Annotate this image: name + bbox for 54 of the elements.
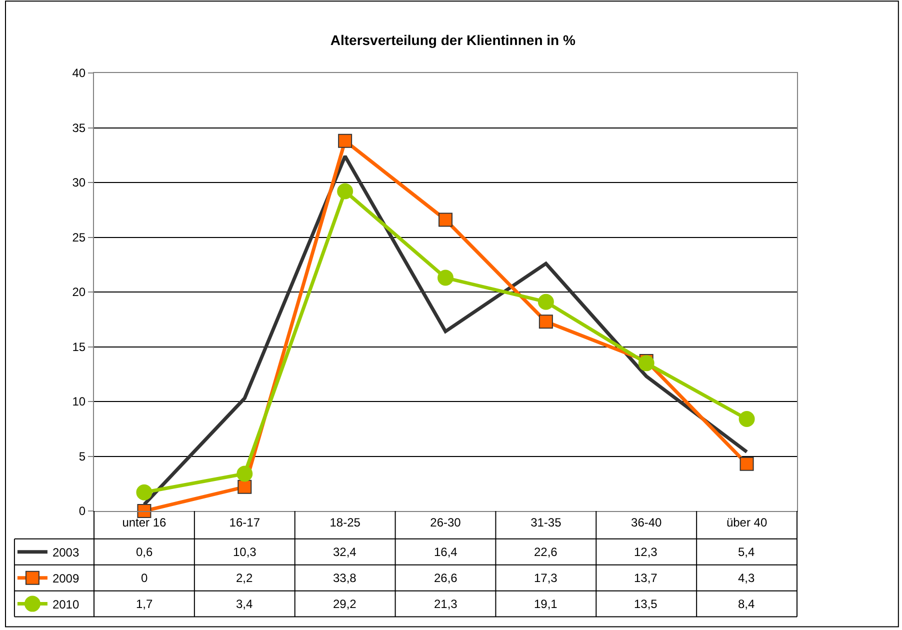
data-label: 19,1 bbox=[534, 597, 558, 611]
point bbox=[238, 480, 252, 494]
x-tick-label: über 40 bbox=[726, 515, 768, 530]
y-tick-label: 20 bbox=[72, 285, 86, 300]
x-tick-label: 31-35 bbox=[530, 515, 562, 530]
y-tick-label: 40 bbox=[72, 66, 86, 80]
y-tick-label: 15 bbox=[72, 340, 86, 354]
point bbox=[236, 466, 253, 482]
point bbox=[136, 484, 152, 500]
point bbox=[338, 134, 352, 148]
x-tick-label: 16-17 bbox=[229, 515, 260, 530]
data-label: 32,4 bbox=[333, 545, 357, 559]
point bbox=[738, 411, 755, 428]
y-tick-label: 30 bbox=[72, 176, 86, 190]
data-label: 3,4 bbox=[236, 597, 254, 611]
x-tick-label: 18-25 bbox=[330, 515, 361, 530]
data-label: 12,3 bbox=[634, 545, 658, 559]
point bbox=[538, 314, 553, 329]
data-label: 16,4 bbox=[434, 545, 458, 559]
data-label: 1,7 bbox=[136, 597, 154, 611]
legend-label: 2010 bbox=[52, 597, 80, 612]
data-label: 22,6 bbox=[534, 545, 558, 559]
x-tick-label: unter 16 bbox=[122, 515, 167, 530]
x-tick-label: 36-40 bbox=[631, 515, 662, 530]
point bbox=[538, 294, 554, 310]
data-label: 13,5 bbox=[634, 597, 658, 611]
legend-label: 2003 bbox=[52, 546, 80, 560]
legend-label: 2009 bbox=[52, 572, 80, 586]
data-label: 33,8 bbox=[333, 571, 357, 585]
data-label: 13,7 bbox=[634, 571, 658, 585]
chart-title: Altersverteilung der Klientinnen in % bbox=[330, 32, 576, 48]
y-tick-label: 25 bbox=[72, 230, 86, 244]
data-label: 0,6 bbox=[136, 545, 154, 559]
point bbox=[638, 355, 654, 372]
point bbox=[337, 183, 354, 200]
data-label: 2,2 bbox=[236, 571, 254, 585]
data-label: 21,3 bbox=[434, 597, 458, 611]
data-label: 17,3 bbox=[534, 571, 558, 585]
point bbox=[438, 212, 452, 227]
data-label: 29,2 bbox=[333, 597, 357, 611]
data-label: 4,3 bbox=[738, 571, 756, 585]
y-tick-label: 35 bbox=[72, 120, 86, 135]
data-label: 8,4 bbox=[738, 597, 756, 611]
data-label: 26,6 bbox=[434, 571, 458, 585]
data-label: 0 bbox=[141, 571, 148, 585]
y-tick-label: 0 bbox=[78, 504, 86, 518]
point bbox=[137, 504, 152, 518]
data-label: 5,4 bbox=[738, 545, 756, 559]
point bbox=[740, 456, 754, 471]
data-label: 10,3 bbox=[233, 545, 257, 559]
point bbox=[438, 270, 454, 286]
y-tick-label: 10 bbox=[72, 394, 86, 409]
x-tick-label: 26-30 bbox=[430, 515, 462, 530]
y-tick-label: 5 bbox=[78, 449, 86, 464]
